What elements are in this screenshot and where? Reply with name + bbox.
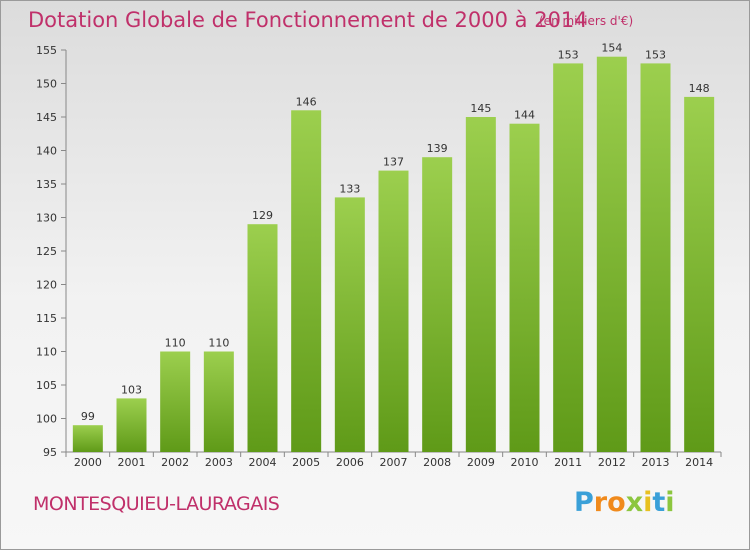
chart-title: Dotation Globale de Fonctionnement de 20… (28, 8, 588, 32)
x-tick-label: 2010 (511, 456, 539, 469)
bar (378, 170, 409, 452)
commune-name: MONTESQUIEU-LAURAGAIS (33, 493, 280, 515)
x-tick-label: 2000 (74, 456, 102, 469)
bar (553, 63, 584, 453)
bar (203, 351, 234, 452)
bar-value-label: 129 (252, 209, 273, 222)
x-tick-label: 2011 (554, 456, 582, 469)
bar (116, 398, 147, 452)
y-tick-label: 110 (36, 346, 57, 359)
x-tick-label: 2001 (118, 456, 146, 469)
x-tick-label: 2009 (467, 456, 495, 469)
y-tick-label: 95 (43, 446, 57, 459)
logo-letter: o (607, 487, 626, 518)
y-tick-label: 135 (36, 178, 57, 191)
bar (247, 224, 278, 452)
logo-letter: i (665, 487, 675, 518)
x-tick-label: 2003 (205, 456, 233, 469)
bar (640, 63, 671, 453)
bar (422, 157, 453, 452)
bar-value-label: 137 (383, 156, 404, 169)
bar-value-label: 103 (121, 383, 142, 396)
bar-value-label: 133 (339, 182, 360, 195)
y-tick-label: 155 (36, 44, 57, 57)
bar-value-label: 153 (558, 48, 579, 61)
y-tick-label: 150 (36, 78, 57, 91)
bar (334, 197, 365, 452)
bar-value-label: 153 (645, 48, 666, 61)
logo-letter: t (652, 487, 666, 518)
x-tick-label: 2007 (380, 456, 408, 469)
x-tick-label: 2013 (642, 456, 670, 469)
bar (465, 117, 496, 452)
proxiti-logo[interactable]: Proxiti (574, 487, 675, 518)
bar (684, 96, 715, 453)
bar (72, 425, 103, 452)
x-tick-label: 2014 (685, 456, 713, 469)
bar-value-label: 145 (470, 102, 491, 115)
bar-value-label: 99 (81, 410, 95, 423)
bar-value-label: 110 (208, 337, 229, 350)
y-tick-label: 125 (36, 245, 57, 258)
y-tick-label: 115 (36, 312, 57, 325)
x-tick-label: 2002 (161, 456, 189, 469)
x-tick-label: 2006 (336, 456, 364, 469)
logo-letter: i (643, 487, 653, 518)
bar-value-label: 146 (296, 95, 317, 108)
x-tick-label: 2005 (292, 456, 320, 469)
chart-subtitle: (en milliers d'€) (539, 14, 634, 28)
logo-letter: r (593, 487, 608, 518)
bar (596, 56, 627, 452)
bar-value-label: 139 (427, 142, 448, 155)
x-tick-label: 2004 (249, 456, 277, 469)
y-tick-label: 140 (36, 145, 57, 158)
bar (291, 110, 322, 453)
y-tick-label: 120 (36, 279, 57, 292)
bar-value-label: 144 (514, 109, 535, 122)
y-tick-label: 105 (36, 379, 57, 392)
bar (509, 123, 540, 452)
x-tick-label: 2012 (598, 456, 626, 469)
y-tick-label: 145 (36, 111, 57, 124)
x-tick-label: 2008 (423, 456, 451, 469)
bar (160, 351, 191, 452)
y-tick-label: 130 (36, 212, 57, 225)
bar-value-label: 154 (601, 42, 622, 55)
logo-letter: x (625, 487, 644, 518)
logo-letter: P (574, 487, 594, 518)
bar-value-label: 148 (689, 82, 710, 95)
bar-value-label: 110 (165, 337, 186, 350)
y-tick-label: 100 (36, 413, 57, 426)
